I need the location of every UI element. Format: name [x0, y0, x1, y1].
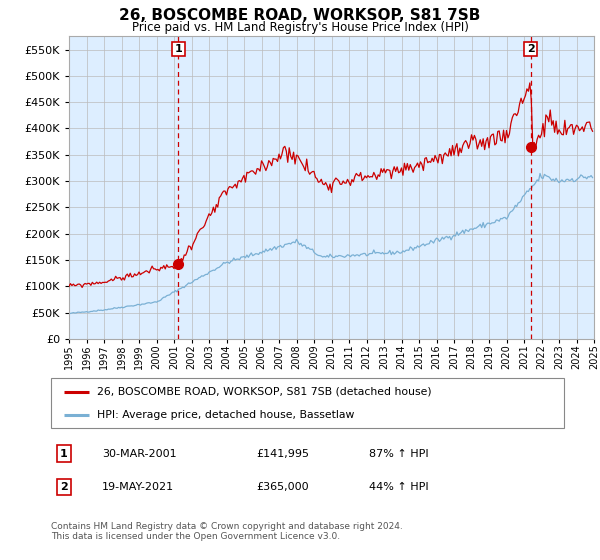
Text: HPI: Average price, detached house, Bassetlaw: HPI: Average price, detached house, Bass… [97, 410, 355, 420]
Text: 19-MAY-2021: 19-MAY-2021 [103, 482, 175, 492]
Text: 2: 2 [60, 482, 68, 492]
Text: 2: 2 [527, 44, 535, 54]
Text: 87% ↑ HPI: 87% ↑ HPI [369, 449, 428, 459]
Text: Price paid vs. HM Land Registry's House Price Index (HPI): Price paid vs. HM Land Registry's House … [131, 21, 469, 34]
Text: £141,995: £141,995 [256, 449, 309, 459]
Text: 30-MAR-2001: 30-MAR-2001 [103, 449, 177, 459]
Text: £365,000: £365,000 [256, 482, 309, 492]
Text: 1: 1 [60, 449, 68, 459]
Text: 26, BOSCOMBE ROAD, WORKSOP, S81 7SB: 26, BOSCOMBE ROAD, WORKSOP, S81 7SB [119, 8, 481, 24]
Text: 44% ↑ HPI: 44% ↑ HPI [369, 482, 428, 492]
Text: Contains HM Land Registry data © Crown copyright and database right 2024.
This d: Contains HM Land Registry data © Crown c… [51, 522, 403, 542]
Text: 1: 1 [175, 44, 182, 54]
Text: 26, BOSCOMBE ROAD, WORKSOP, S81 7SB (detached house): 26, BOSCOMBE ROAD, WORKSOP, S81 7SB (det… [97, 386, 432, 396]
FancyBboxPatch shape [51, 378, 564, 428]
